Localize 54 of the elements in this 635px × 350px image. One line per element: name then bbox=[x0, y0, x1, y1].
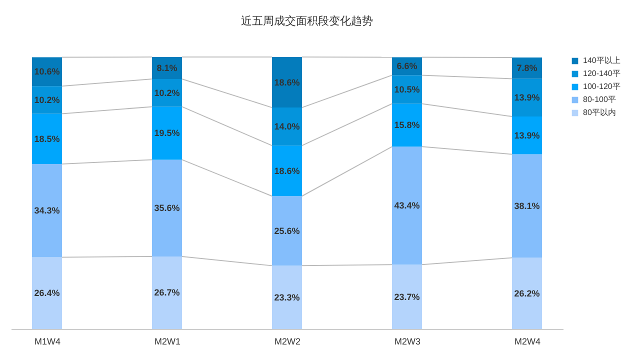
x-tick-label: M2W4 bbox=[514, 336, 541, 346]
data-label: 19.5% bbox=[154, 128, 180, 138]
bar bbox=[32, 114, 62, 164]
x-tick-label: M2W2 bbox=[274, 336, 301, 346]
data-label: 8.1% bbox=[156, 63, 178, 74]
data-label: 26.7% bbox=[154, 288, 180, 298]
legend-label: 80-100平 bbox=[583, 95, 616, 104]
bar bbox=[272, 108, 302, 146]
data-label: 35.6% bbox=[154, 203, 180, 214]
data-label: 6.6% bbox=[396, 61, 418, 72]
bar bbox=[272, 196, 302, 266]
bar bbox=[152, 256, 182, 329]
data-label: 23.7% bbox=[394, 292, 420, 302]
data-label: 26.2% bbox=[514, 288, 540, 298]
bar bbox=[152, 106, 182, 160]
data-label: 10.2% bbox=[154, 88, 180, 98]
bar bbox=[272, 57, 302, 108]
data-label: 26.4% bbox=[34, 288, 60, 298]
x-tick-label: M2W3 bbox=[394, 336, 421, 346]
legend-label: 120-140平 bbox=[583, 69, 620, 78]
bar bbox=[512, 154, 542, 258]
bar bbox=[512, 78, 542, 117]
data-label: 18.5% bbox=[34, 134, 60, 144]
bar bbox=[32, 164, 62, 258]
bar bbox=[32, 257, 62, 329]
data-label: 38.1% bbox=[514, 201, 540, 212]
data-label: 15.8% bbox=[394, 120, 420, 130]
data-label: 34.3% bbox=[34, 206, 60, 216]
bar bbox=[152, 160, 182, 256]
x-tick-label: M2W1 bbox=[154, 336, 181, 346]
bar bbox=[392, 146, 422, 265]
x-tick-label: M1W4 bbox=[34, 336, 61, 346]
bar bbox=[272, 146, 302, 196]
legend-label: 100-120平 bbox=[583, 82, 620, 91]
bar bbox=[272, 266, 302, 329]
data-label: 13.9% bbox=[514, 130, 540, 140]
data-label: 13.9% bbox=[514, 92, 540, 103]
data-label: 18.6% bbox=[274, 77, 300, 88]
data-label: 7.8% bbox=[516, 63, 538, 74]
legend-label: 80平以内 bbox=[583, 108, 616, 117]
data-label: 18.6% bbox=[274, 166, 300, 176]
data-label: 43.4% bbox=[394, 200, 420, 211]
legend-label: 140平以上 bbox=[583, 56, 620, 65]
bar bbox=[512, 116, 542, 154]
chart-title: 近五周成交面积段变化趋势 bbox=[241, 14, 373, 28]
data-label: 14.0% bbox=[274, 122, 300, 132]
bar bbox=[392, 264, 422, 329]
data-label: 10.6% bbox=[34, 66, 60, 77]
data-label: 10.5% bbox=[394, 84, 420, 94]
data-label: 10.2% bbox=[34, 94, 60, 105]
bar bbox=[512, 258, 542, 329]
data-label: 23.3% bbox=[274, 292, 300, 302]
data-label: 25.6% bbox=[274, 226, 300, 236]
bar bbox=[392, 104, 422, 147]
